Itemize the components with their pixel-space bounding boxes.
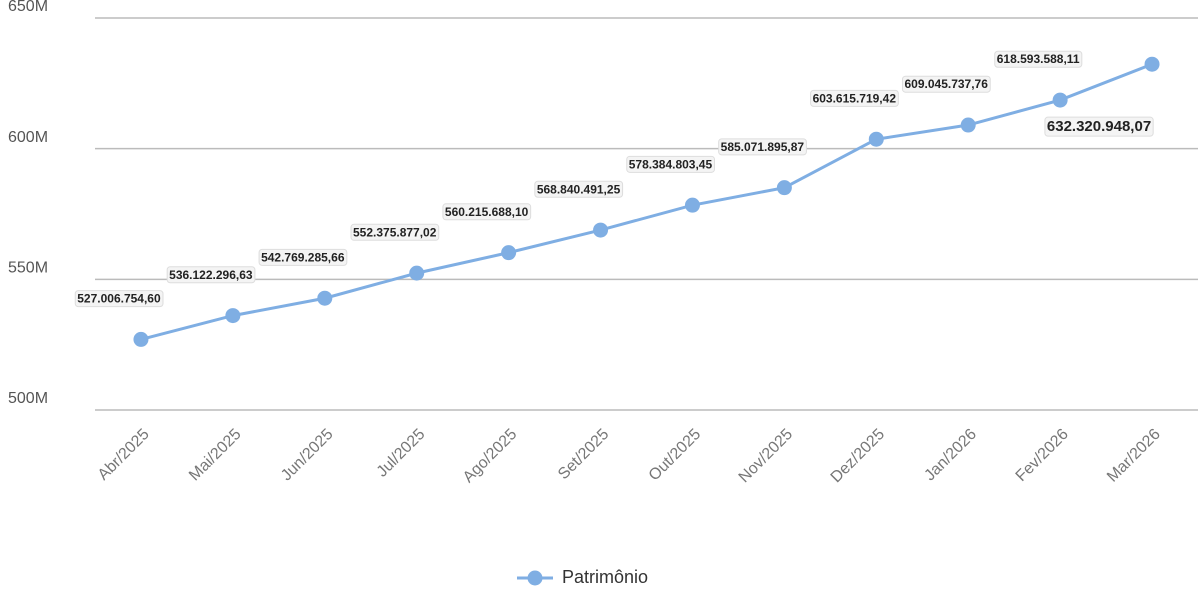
x-tick-label: Jan/2026 [921,426,980,485]
y-tick-label: 600M [8,129,48,146]
value-label: 585.071.895,87 [721,140,805,154]
value-label-bg [1044,116,1154,137]
legend-label: Patrimônio [562,567,648,587]
value-label-bg [626,155,715,173]
value-label: 618.593.588,11 [997,52,1080,66]
value-label-group: 568.840.491,25 [534,180,624,198]
value-label-bg [350,223,440,241]
point [868,131,884,147]
value-label-bg [258,248,348,266]
value-label-bg [994,50,1083,68]
x-tick-label: Jul/2025 [374,426,429,481]
value-label-bg [166,266,256,284]
value-label-group: 527.006.754,60 [74,290,164,308]
point [409,265,425,281]
value-label: 609.045.737,76 [904,77,988,91]
value-label-group: 578.384.803,45 [626,155,715,173]
point [593,222,609,238]
point [133,331,149,347]
value-label-group: 609.045.737,76 [901,75,991,93]
x-tick-label: Abr/2025 [95,426,153,484]
line [140,62,1153,341]
y-tick-label: 650M [8,0,48,15]
value-label: 568.840.491,25 [537,182,621,196]
value-label-group: 585.071.895,87 [718,138,807,156]
value-label: 552.375.877,02 [353,225,437,239]
x-tick-label: Nov/2025 [736,426,797,487]
y-tick-label: 500M [8,390,48,407]
value-label-bg [810,89,899,107]
x-tick-label: Set/2025 [555,426,612,483]
value-label-bg [534,180,624,198]
value-label: 527.006.754,60 [77,292,161,306]
value-label: 560.215.688,10 [445,205,529,219]
point [1144,56,1160,72]
point [225,308,241,324]
value-label-group: 603.615.719,42 [810,89,899,107]
x-tick-label: Mai/2025 [186,426,245,485]
point [317,290,333,306]
value-label: 542.769.285,66 [261,250,345,264]
value-label-bg [901,75,991,93]
value-label: 578.384.803,45 [629,157,713,171]
value-label-group: 618.593.588,11 [994,50,1083,68]
value-label-bg [718,138,807,156]
x-tick-label: Fev/2026 [1013,426,1072,485]
point [960,117,976,133]
value-label-group: 542.769.285,66 [258,248,348,266]
y-tick-label: 550M [8,260,48,277]
value-label-bg [442,203,532,221]
value-label: 632.320.948,07 [1047,118,1151,135]
point [684,197,700,213]
x-tick-label: Out/2025 [646,426,705,485]
x-tick-label: Mar/2026 [1104,426,1164,486]
value-label-bg [74,290,164,308]
point [776,180,792,196]
point [1052,92,1068,108]
value-label: 536.122.296,63 [169,268,253,282]
value-label-group: 536.122.296,63 [166,266,256,284]
point [501,245,517,261]
legend-marker [527,570,543,586]
value-label-group: 552.375.877,02 [350,223,440,241]
x-tick-label: Jun/2025 [278,426,337,485]
x-tick-label: Ago/2025 [460,426,521,487]
value-label-group: 632.320.948,07 [1044,116,1154,137]
x-tick-label: Dez/2025 [828,426,889,487]
legend: Patrimônio [517,567,648,587]
value-label: 603.615.719,42 [813,91,897,105]
value-label-group: 560.215.688,10 [442,203,532,221]
